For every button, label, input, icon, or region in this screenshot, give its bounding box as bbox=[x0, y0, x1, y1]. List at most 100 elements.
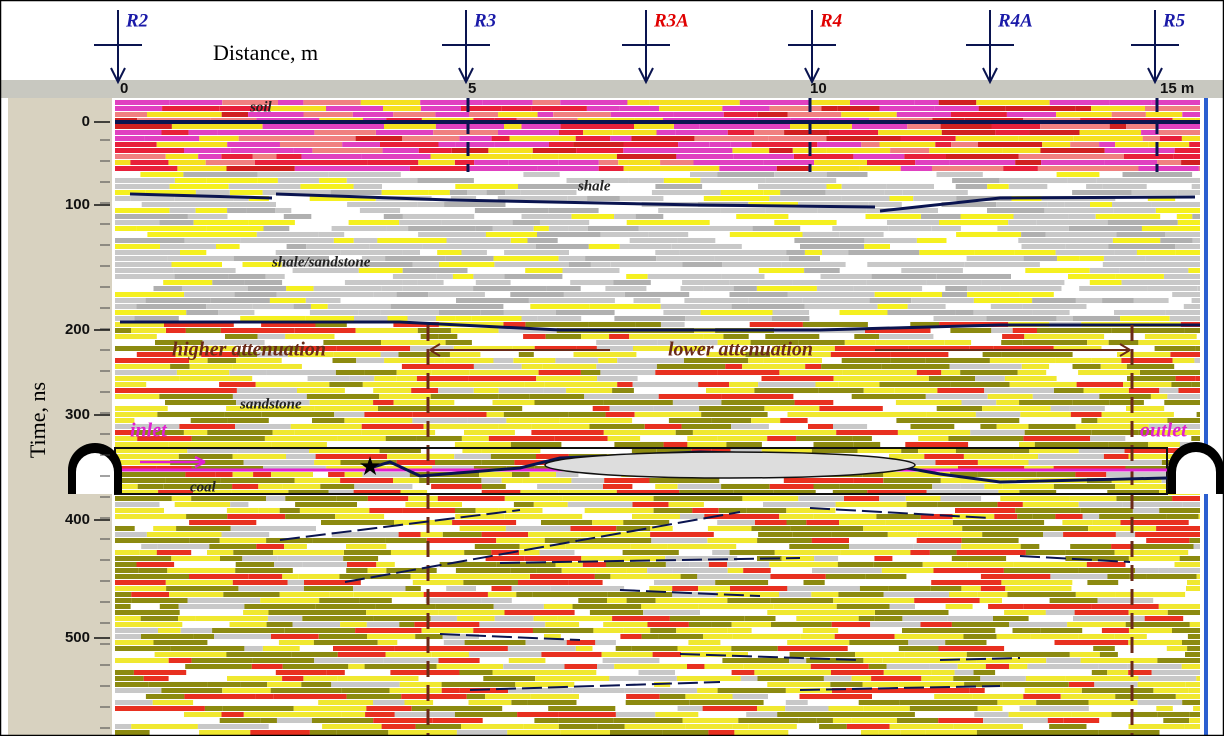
texture bbox=[654, 508, 693, 513]
texture bbox=[1159, 508, 1200, 513]
texture bbox=[921, 676, 953, 681]
texture bbox=[493, 670, 555, 675]
texture bbox=[978, 706, 1003, 711]
texture bbox=[1068, 274, 1115, 279]
texture bbox=[838, 106, 880, 111]
texture bbox=[1133, 544, 1194, 549]
texture bbox=[772, 316, 810, 321]
texture bbox=[533, 628, 594, 633]
texture bbox=[531, 430, 603, 435]
texture bbox=[684, 298, 748, 303]
texture bbox=[769, 148, 793, 153]
texture bbox=[707, 538, 757, 543]
texture bbox=[1025, 268, 1090, 273]
texture bbox=[144, 676, 169, 681]
texture bbox=[1022, 244, 1066, 249]
texture bbox=[566, 388, 612, 393]
texture bbox=[981, 280, 1034, 285]
texture bbox=[599, 166, 624, 171]
texture bbox=[353, 586, 405, 591]
texture bbox=[585, 256, 656, 261]
texture bbox=[831, 352, 890, 357]
texture bbox=[951, 382, 1010, 387]
star: ★ bbox=[358, 452, 381, 481]
texture bbox=[1042, 142, 1070, 147]
texture bbox=[610, 730, 663, 735]
texture bbox=[864, 238, 917, 243]
texture bbox=[704, 196, 770, 201]
texture bbox=[228, 418, 269, 423]
texture bbox=[952, 622, 1009, 627]
texture bbox=[115, 604, 131, 609]
texture bbox=[1092, 520, 1120, 525]
texture bbox=[210, 298, 270, 303]
texture bbox=[143, 706, 205, 711]
texture bbox=[222, 124, 263, 129]
texture bbox=[610, 574, 680, 579]
texture bbox=[1037, 220, 1108, 225]
texture bbox=[946, 604, 973, 609]
texture bbox=[731, 646, 778, 651]
texture bbox=[346, 544, 386, 549]
texture bbox=[692, 508, 719, 513]
texture bbox=[530, 394, 584, 399]
texture bbox=[373, 718, 432, 723]
texture bbox=[863, 526, 932, 531]
texture bbox=[310, 310, 359, 315]
texture bbox=[1151, 394, 1168, 399]
texture bbox=[453, 274, 474, 279]
texture bbox=[400, 682, 442, 687]
texture bbox=[1070, 496, 1117, 501]
texture bbox=[921, 622, 952, 627]
texture bbox=[328, 472, 345, 477]
texture bbox=[432, 406, 481, 411]
texture bbox=[879, 496, 906, 501]
texture bbox=[956, 184, 988, 189]
texture bbox=[506, 526, 571, 531]
texture bbox=[788, 292, 843, 297]
texture bbox=[649, 478, 719, 483]
texture bbox=[233, 472, 254, 477]
texture bbox=[397, 376, 417, 381]
texture bbox=[708, 730, 734, 735]
texture bbox=[530, 574, 595, 579]
texture bbox=[438, 388, 474, 393]
texture bbox=[980, 598, 1002, 603]
texture bbox=[439, 658, 480, 663]
texture bbox=[871, 376, 929, 381]
texture bbox=[479, 622, 545, 627]
texture bbox=[1172, 496, 1200, 501]
texture bbox=[331, 682, 400, 687]
texture bbox=[991, 304, 1023, 309]
texture bbox=[708, 526, 752, 531]
texture bbox=[595, 574, 611, 579]
texture bbox=[1158, 712, 1190, 717]
texture bbox=[879, 334, 933, 339]
texture bbox=[571, 478, 604, 483]
texture bbox=[1108, 220, 1125, 225]
texture bbox=[319, 232, 345, 237]
texture bbox=[814, 484, 840, 489]
texture bbox=[457, 730, 507, 735]
texture bbox=[1126, 622, 1190, 627]
texture bbox=[600, 370, 655, 375]
texture bbox=[956, 232, 995, 237]
texture bbox=[115, 370, 177, 375]
texture bbox=[849, 640, 908, 645]
texture bbox=[115, 334, 157, 339]
texture bbox=[456, 568, 511, 573]
texture bbox=[562, 568, 596, 573]
texture bbox=[587, 196, 620, 201]
texture bbox=[1050, 598, 1098, 603]
texture bbox=[859, 700, 900, 705]
texture bbox=[1023, 340, 1088, 345]
texture bbox=[338, 598, 359, 603]
texture bbox=[1133, 508, 1159, 513]
texture bbox=[208, 202, 234, 207]
texture bbox=[690, 172, 717, 177]
texture bbox=[509, 160, 559, 165]
texture bbox=[1015, 508, 1081, 513]
texture bbox=[503, 154, 531, 159]
texture bbox=[1112, 202, 1152, 207]
texture bbox=[157, 412, 224, 417]
